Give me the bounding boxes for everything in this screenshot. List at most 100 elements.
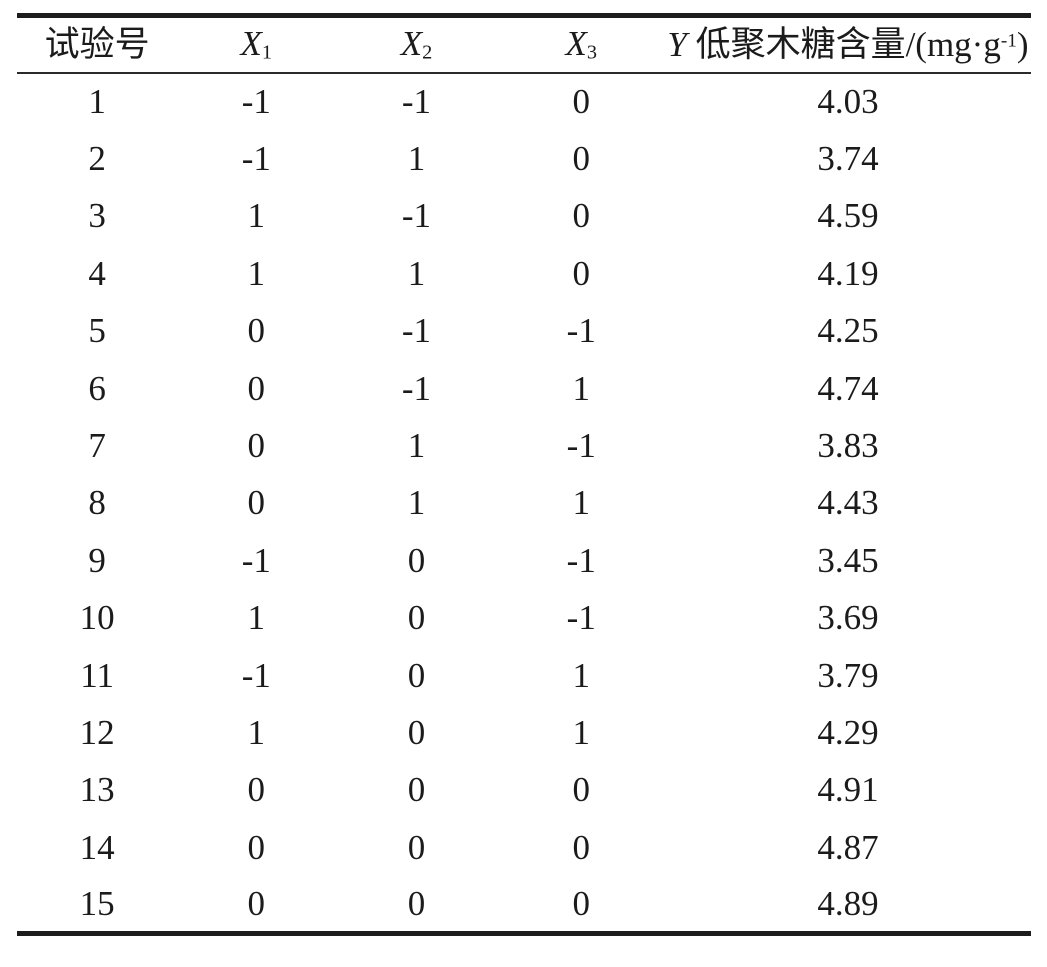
cell-x3: -1 [566,311,596,351]
cell-x3: 1 [572,483,591,523]
table-row: 1 -1 -1 0 4.03 [17,73,1031,130]
cell-x3: -1 [566,598,596,638]
cell-x1: 1 [247,196,266,236]
table-row: 11 -1 0 1 3.79 [17,646,1031,703]
cell-x3: 0 [572,770,591,810]
cell-y: 3.74 [817,139,879,179]
cell-y: 4.89 [817,883,879,923]
x1-subscript: 1 [261,41,273,64]
cell-x1: 0 [247,483,266,523]
cell-x2: -1 [401,82,432,122]
cell-x1: 1 [247,712,266,752]
cell-y: 3.83 [817,426,879,466]
cell-run: 11 [80,655,114,695]
cell-x1: 0 [247,311,266,351]
cell-x1: -1 [241,82,271,122]
cell-x2: 0 [407,598,426,638]
table-row: 15 0 0 0 4.89 [17,876,1031,933]
cell-run: 7 [88,426,106,466]
cell-run: 4 [88,253,106,293]
table-body: 1 -1 -1 0 4.03 2 -1 1 0 3.74 3 1 -1 0 4.59 4 1 1 0 4.19 5 0 -1… [17,73,1031,934]
cell-x1: -1 [241,655,271,695]
cell-x3: 0 [572,827,591,867]
cell-run: 15 [79,883,115,923]
cell-x1: 0 [247,827,266,867]
cell-run: 3 [88,196,106,236]
table-row: 12 1 0 1 4.29 [17,704,1031,761]
cell-x2: 0 [407,883,426,923]
cell-x1: 0 [247,883,266,923]
cell-x3: -1 [566,426,596,466]
cell-run: 13 [79,770,115,810]
x3-subscript: 3 [586,41,598,64]
cell-x1: 0 [247,368,266,408]
cell-x3: 0 [572,82,591,122]
experiment-design-table: 试验号 X1 X2 X3 Y 低聚木糖含量/(mg·g-1) 1 -1 -1 0 4.0… [17,13,1031,936]
cell-y: 4.19 [817,253,879,293]
cell-x3: 1 [572,712,591,752]
table-row: 2 -1 1 0 3.74 [17,130,1031,187]
cell-x2: 1 [407,483,426,523]
table-row: 6 0 -1 1 4.74 [17,359,1031,416]
table-row: 8 0 1 1 4.43 [17,474,1031,531]
cell-run: 5 [88,311,106,351]
cell-run: 2 [88,139,106,179]
table-row: 4 1 1 0 4.19 [17,245,1031,302]
cell-x2: -1 [401,196,432,236]
cell-x1: 0 [247,426,266,466]
cell-y: 4.59 [817,196,879,236]
cell-x2: -1 [401,368,432,408]
cell-y: 4.87 [817,827,879,867]
cell-x2: 0 [407,827,426,867]
cell-x2: 1 [407,426,426,466]
y-label-close: ) [1016,25,1029,65]
cell-x2: 0 [407,540,426,580]
cell-y: 3.45 [817,540,879,580]
cell-run: 10 [79,598,115,638]
cell-run: 1 [88,82,106,122]
table-row: 14 0 0 0 4.87 [17,819,1031,876]
cell-y: 3.69 [817,598,879,638]
table-row: 5 0 -1 -1 4.25 [17,302,1031,359]
y-label-text: 低聚木糖含量/(mg·g [686,25,1001,65]
cell-x3: 1 [572,655,591,695]
cell-x1: 1 [247,598,266,638]
col-header-x1: X1 [177,16,335,73]
cell-x3: 1 [572,368,591,408]
cell-x1: -1 [241,139,271,179]
cell-x2: 1 [407,139,426,179]
col-header-x2: X2 [335,16,497,73]
cell-x2: 0 [407,655,426,695]
cell-y: 4.25 [817,311,879,351]
cell-y: 4.74 [817,368,879,408]
y-unit-exponent: -1 [1000,30,1017,52]
col-header-run: 试验号 [17,16,177,73]
cell-y: 4.29 [817,712,879,752]
cell-x1: 0 [247,770,266,810]
cell-run: 8 [88,483,106,523]
cell-x2: 1 [407,253,426,293]
cell-x2: 0 [407,712,426,752]
col-header-x3: X3 [498,16,665,73]
x2-variable: X [400,24,423,64]
cell-x1: 1 [247,253,266,293]
table-row: 10 1 0 -1 3.69 [17,589,1031,646]
table-row: 7 0 1 -1 3.83 [17,417,1031,474]
cell-x3: 0 [572,253,591,293]
table-row: 13 0 0 0 4.91 [17,761,1031,818]
cell-run: 6 [88,368,106,408]
cell-y: 4.91 [817,770,879,810]
cell-x3: 0 [572,883,591,923]
table-row: 9 -1 0 -1 3.45 [17,532,1031,589]
cell-x1: -1 [241,540,271,580]
x2-subscript: 2 [422,41,433,64]
cell-x3: 0 [572,139,591,179]
cell-y: 3.79 [817,655,879,695]
cell-run: 12 [79,712,115,752]
cell-y: 4.43 [817,483,879,523]
header-row: 试验号 X1 X2 X3 Y 低聚木糖含量/(mg·g-1) [17,16,1031,73]
x3-variable: X [565,24,587,64]
x1-variable: X [240,24,262,64]
cell-y: 4.03 [817,82,879,122]
